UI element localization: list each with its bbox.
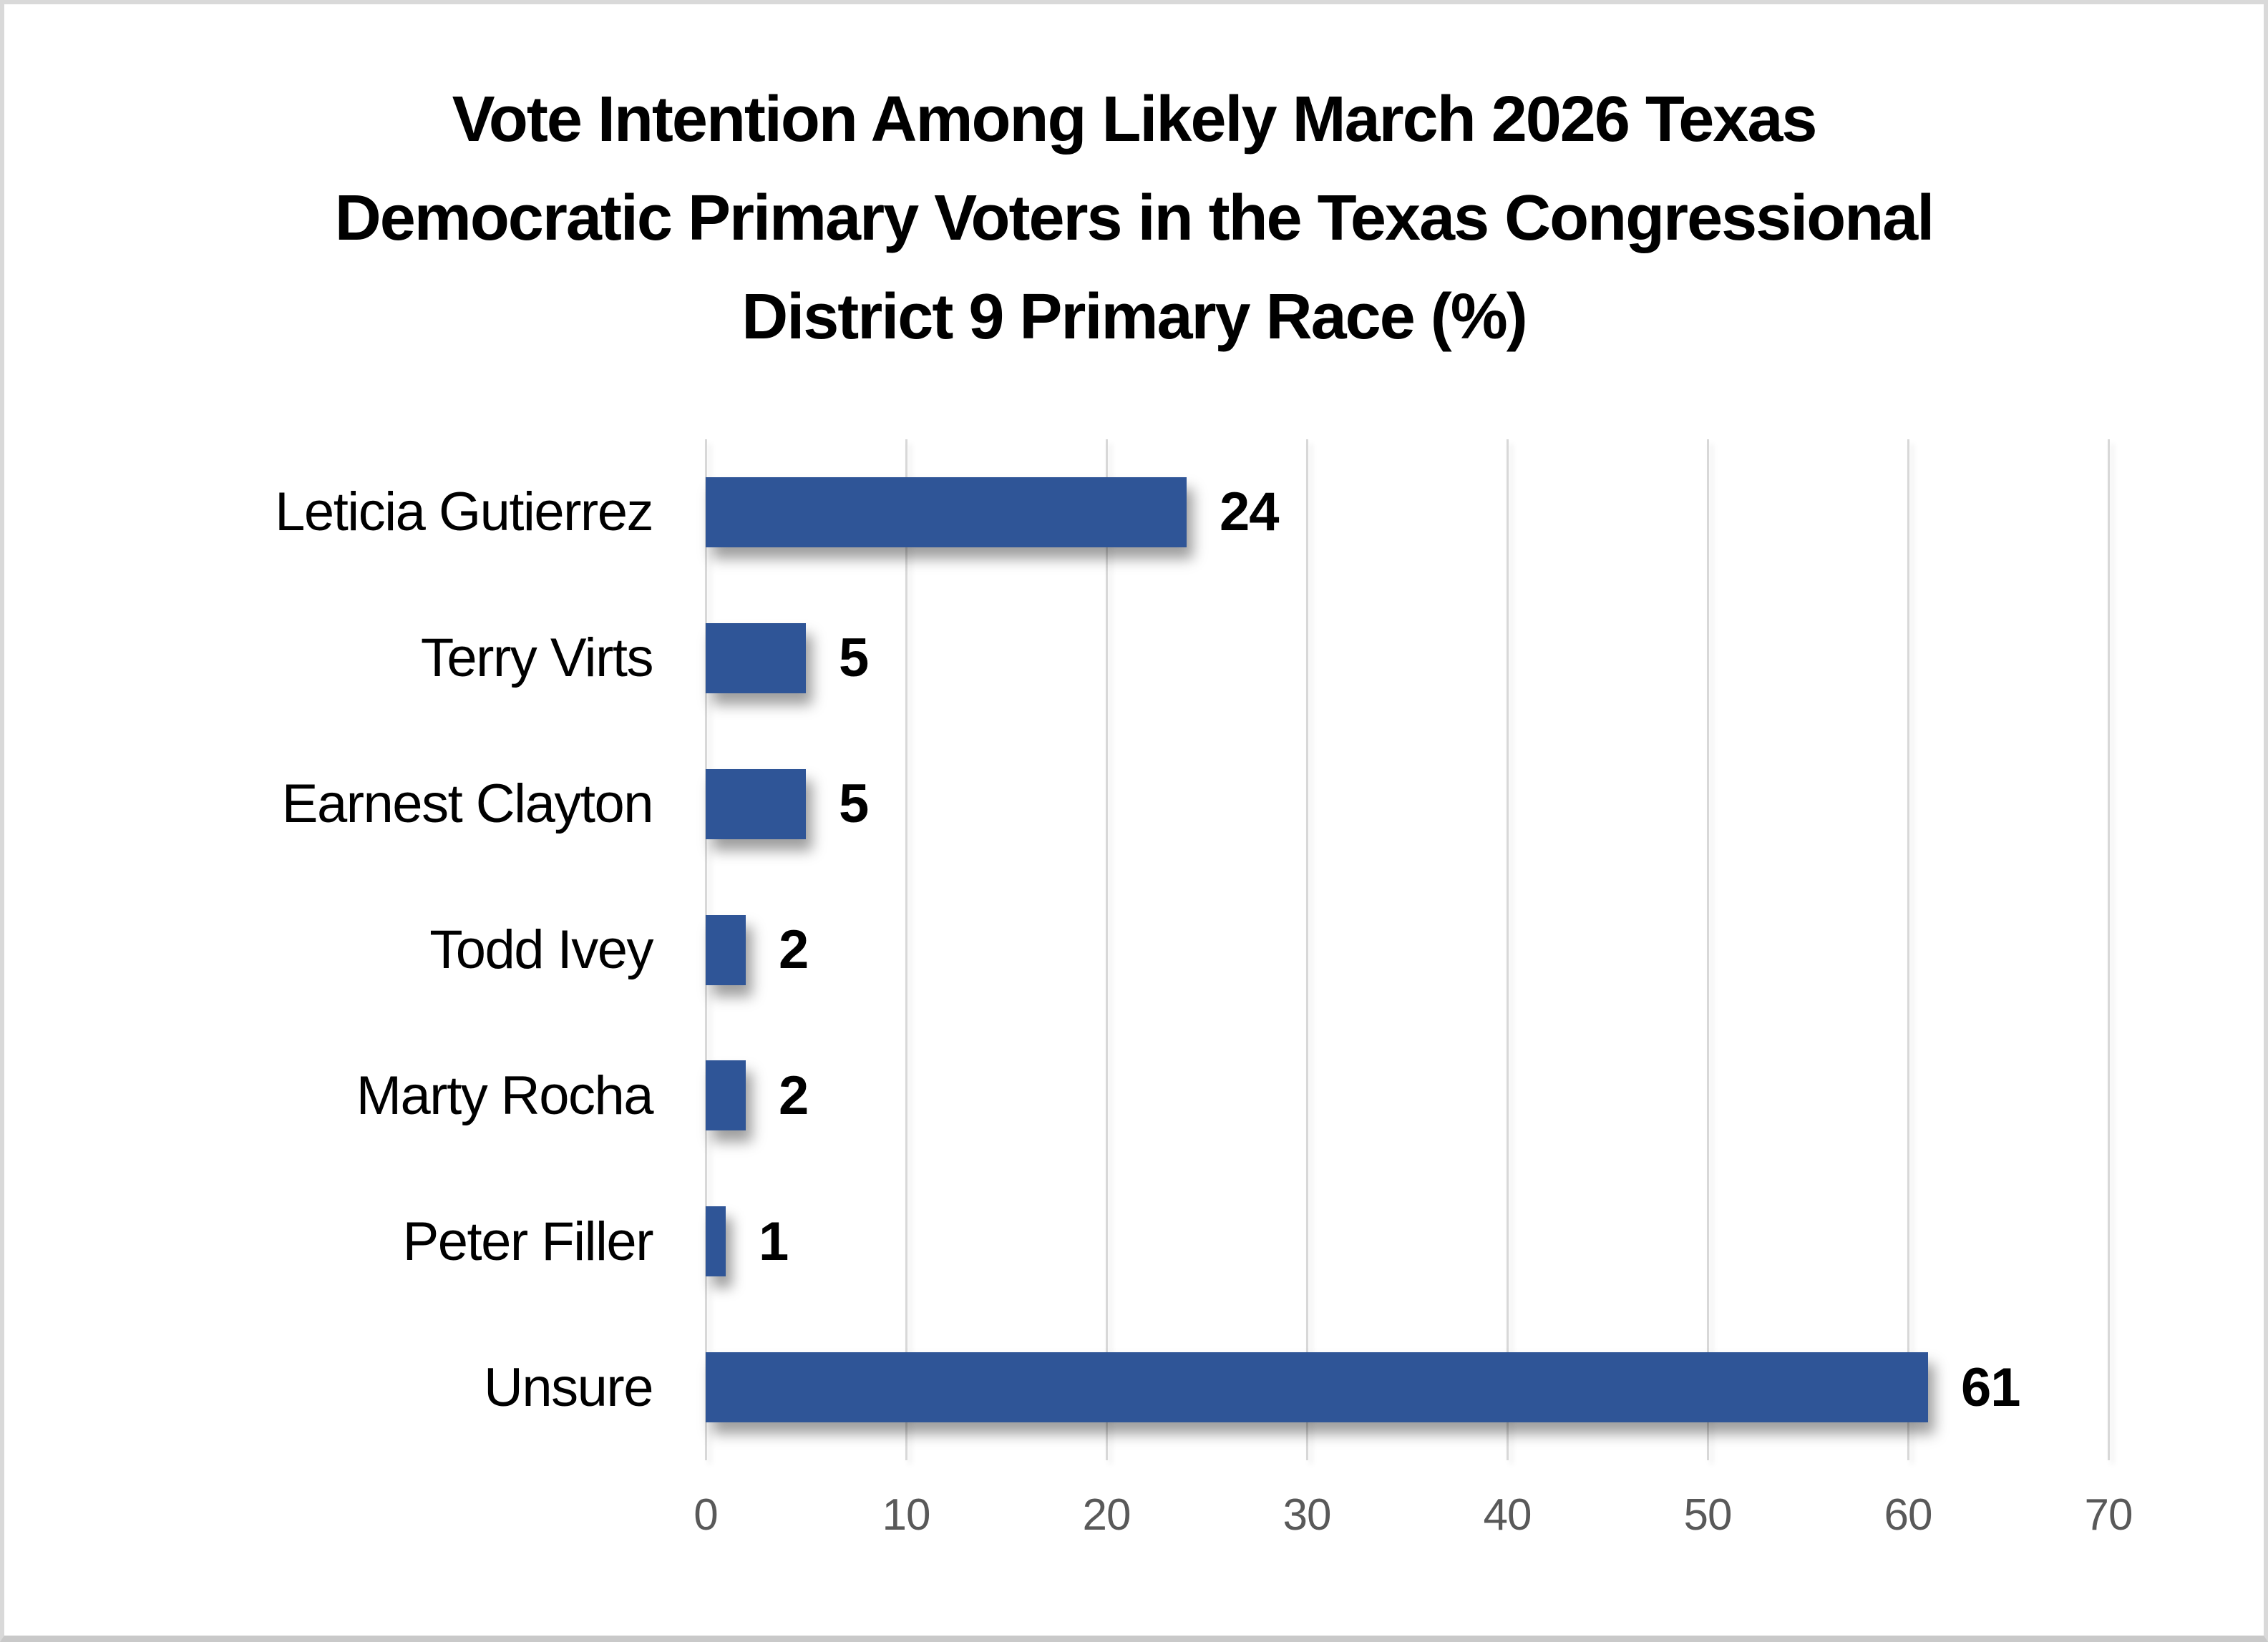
x-axis-tick-label-60: 60 [1884,1490,1933,1540]
gridline-50 [1707,439,1709,1460]
category-label: Peter Filler [402,1211,654,1272]
chart-title: Vote Intention Among Likely March 2026 T… [4,70,2264,366]
x-axis-tick-label-20: 20 [1082,1490,1131,1540]
x-axis-tick-label-40: 40 [1483,1490,1532,1540]
bar [706,914,746,985]
value-label: 61 [1961,1357,2021,1418]
category-label: Unsure [484,1357,654,1418]
bar-row-1: Terry Virts 5 [4,585,2194,731]
bar [706,1206,726,1277]
x-axis-tick-label-10: 10 [882,1490,931,1540]
category-label: Todd Ivey [429,919,653,980]
value-label: 5 [839,773,869,835]
chart-title-line-1: Vote Intention Among Likely March 2026 T… [452,84,1818,155]
value-label: 2 [779,919,809,980]
bar [706,1060,746,1131]
gridline-20 [1106,439,1108,1460]
x-axis-tick-label-50: 50 [1683,1490,1733,1540]
bar-row-3: Todd Ivey 2 [4,877,2194,1023]
x-axis-tick-label-0: 0 [693,1490,718,1540]
bar-row-6: Unsure 61 [4,1314,2194,1460]
value-label: 1 [759,1211,789,1272]
bar-rows: Leticia Gutierrez 24 Terry Virts 5 Earnest C… [4,439,2194,1460]
category-label: Leticia Gutierrez [275,482,653,543]
bar-row-2: Earnest Clayton 5 [4,731,2194,877]
value-label: 5 [839,627,869,689]
x-axis-tick-label-30: 30 [1283,1490,1332,1540]
bar [706,622,806,693]
bar-row-4: Marty Rocha 2 [4,1022,2194,1168]
gridline-30 [1306,439,1308,1460]
chart-title-line-3: District 9 Primary Race (%) [741,281,1528,353]
bar-row-0: Leticia Gutierrez 24 [4,439,2194,585]
gridline-70 [2108,439,2110,1460]
category-label: Marty Rocha [356,1065,654,1126]
bar [706,1352,1928,1423]
bar-row-5: Peter Filler 1 [4,1168,2194,1314]
chart-title-line-2: Democratic Primary Voters in the Texas C… [334,182,1935,254]
bar [706,768,806,839]
gridline-10 [905,439,907,1460]
value-label: 24 [1220,482,1280,543]
plot-area: Leticia Gutierrez 24 Terry Virts 5 Earnest C… [4,4,2264,1636]
category-label: Terry Virts [420,627,654,689]
category-label: Earnest Clayton [281,773,654,835]
value-label: 2 [779,1065,809,1126]
gridline-40 [1507,439,1509,1460]
x-axis-tick-label-70: 70 [2084,1490,2133,1540]
gridline-60 [1907,439,1909,1460]
bar [706,477,1187,547]
